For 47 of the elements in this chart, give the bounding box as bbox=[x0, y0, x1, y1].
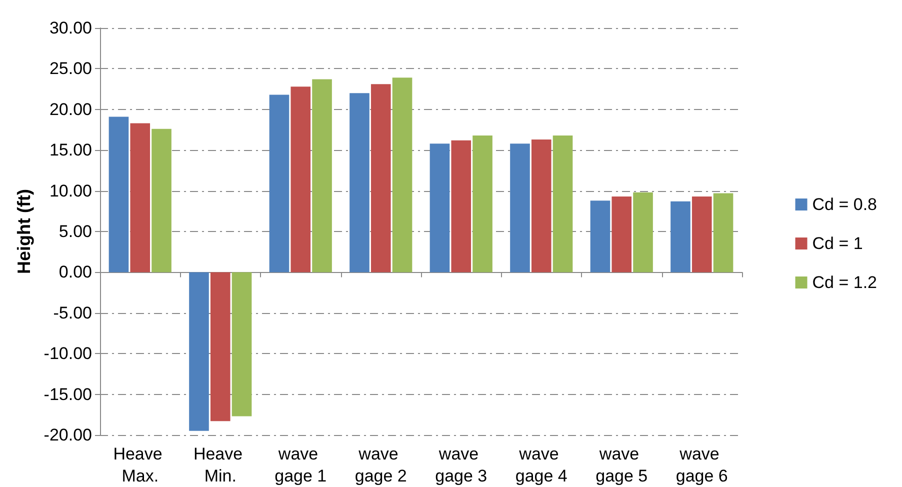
bar bbox=[430, 144, 450, 272]
bar bbox=[713, 193, 734, 272]
y-tick-label: 25.00 bbox=[49, 59, 92, 78]
y-tick-label: -15.00 bbox=[44, 384, 92, 404]
bar bbox=[531, 140, 552, 272]
x-tick-label: Heave Min. bbox=[193, 444, 248, 486]
legend-label: Cd = 0.8 bbox=[812, 195, 878, 214]
y-tick-label: 0.00 bbox=[58, 262, 92, 282]
y-axis-title: Height (ft) bbox=[14, 189, 34, 274]
x-tick-label: wave gage 5 bbox=[596, 444, 648, 486]
x-tick-label: wave gage 3 bbox=[435, 444, 488, 486]
bar bbox=[130, 123, 150, 272]
bar bbox=[210, 272, 230, 422]
x-tick-label: wave gage 2 bbox=[354, 444, 407, 486]
bar bbox=[189, 272, 209, 431]
bar bbox=[350, 93, 370, 272]
y-tick-label: 30.00 bbox=[49, 18, 92, 38]
bar bbox=[269, 94, 290, 272]
y-tick-label: -20.00 bbox=[44, 426, 92, 444]
bar bbox=[510, 144, 530, 272]
y-tick-label: -10.00 bbox=[44, 344, 92, 364]
legend-label: Cd = 1.2 bbox=[812, 273, 878, 292]
y-tick-label: -5.00 bbox=[53, 303, 92, 322]
x-tick-label: wave gage 6 bbox=[676, 444, 728, 486]
bar bbox=[312, 79, 332, 272]
bar bbox=[108, 116, 129, 272]
legend-label: Cd = 1 bbox=[812, 234, 863, 253]
x-tick-label: wave gage 1 bbox=[274, 444, 327, 486]
bar bbox=[451, 140, 472, 272]
y-tick-label: 5.00 bbox=[58, 222, 92, 241]
bar bbox=[290, 86, 311, 272]
bar bbox=[633, 192, 653, 272]
y-tick-label: 20.00 bbox=[49, 100, 92, 119]
bar bbox=[612, 196, 632, 272]
bar bbox=[472, 135, 492, 272]
x-tick-label: Heave Max. bbox=[113, 444, 168, 486]
bar bbox=[152, 128, 172, 272]
bar bbox=[232, 272, 252, 416]
y-tick-label: 10.00 bbox=[49, 181, 92, 200]
x-tick-label: wave gage 4 bbox=[515, 444, 568, 486]
bar bbox=[692, 196, 712, 272]
bar bbox=[370, 84, 391, 272]
y-tick-label: 15.00 bbox=[49, 140, 92, 160]
bar bbox=[590, 200, 610, 272]
bar bbox=[552, 135, 573, 272]
bar bbox=[670, 201, 690, 272]
bar bbox=[392, 78, 412, 272]
